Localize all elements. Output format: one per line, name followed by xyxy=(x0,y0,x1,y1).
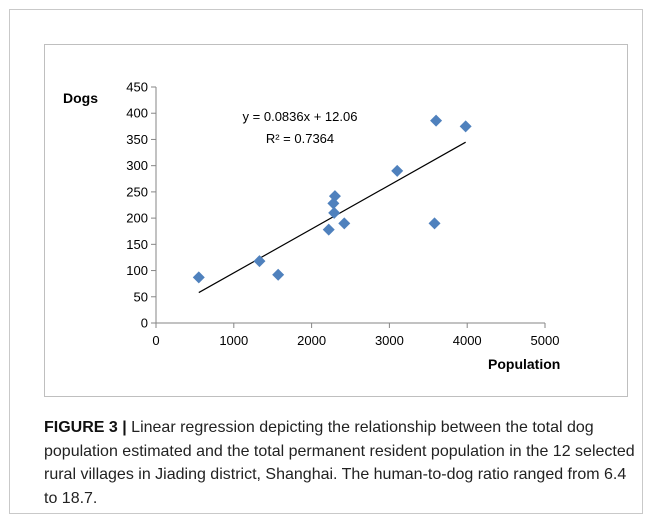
data-point xyxy=(322,223,335,236)
y-tick-label: 100 xyxy=(126,263,148,278)
x-tick-label: 3000 xyxy=(375,333,404,348)
data-point xyxy=(328,190,341,203)
figure-caption: FIGURE 3 | Linear regression depicting t… xyxy=(44,416,636,510)
chart-area: 0 50 100 150 200 250 300 350 400 450 0 1000 2000 3000… xyxy=(44,44,628,397)
x-tick-label: 2000 xyxy=(297,333,326,348)
data-point xyxy=(253,255,266,268)
y-tick-label: 400 xyxy=(126,106,148,121)
data-point xyxy=(459,120,472,133)
y-tick-label: 350 xyxy=(126,132,148,147)
data-point xyxy=(391,164,404,177)
y-tick-label: 50 xyxy=(134,289,148,304)
x-tick-label: 0 xyxy=(152,333,159,348)
y-tick-label: 200 xyxy=(126,211,148,226)
caption-text: Linear regression depicting the relation… xyxy=(44,419,635,507)
data-point xyxy=(428,217,441,230)
trendline-r-squared: R² = 0.7364 xyxy=(266,131,334,146)
x-tick-label: 1000 xyxy=(219,333,248,348)
x-axis-title: Population xyxy=(488,356,560,372)
y-tick-label: 450 xyxy=(126,80,148,95)
y-tick-label: 300 xyxy=(126,158,148,173)
y-tick-label: 250 xyxy=(126,184,148,199)
figure-frame: 0 50 100 150 200 250 300 350 400 450 0 1000 2000 3000… xyxy=(9,9,643,514)
y-tick-label: 0 xyxy=(141,316,148,331)
y-tick-label: 150 xyxy=(126,237,148,252)
axes xyxy=(151,86,546,328)
x-tick-label: 4000 xyxy=(453,333,482,348)
figure-label: FIGURE 3 | xyxy=(44,419,127,436)
data-point xyxy=(192,271,205,284)
trendline-group xyxy=(198,141,466,294)
y-axis-title: Dogs xyxy=(63,90,98,106)
trendline-equation: y = 0.0836x + 12.06 xyxy=(243,109,358,124)
data-point xyxy=(272,268,285,281)
data-point xyxy=(430,114,443,127)
data-point xyxy=(328,206,341,219)
data-point xyxy=(338,217,351,230)
data-points xyxy=(192,114,472,284)
trendline xyxy=(198,141,466,294)
x-tick-label: 5000 xyxy=(531,333,560,348)
tick-labels: 0 50 100 150 200 250 300 350 400 450 0 1000 2000 3000… xyxy=(126,80,559,349)
scatter-chart: 0 50 100 150 200 250 300 350 400 450 0 1000 2000 3000… xyxy=(63,80,560,373)
